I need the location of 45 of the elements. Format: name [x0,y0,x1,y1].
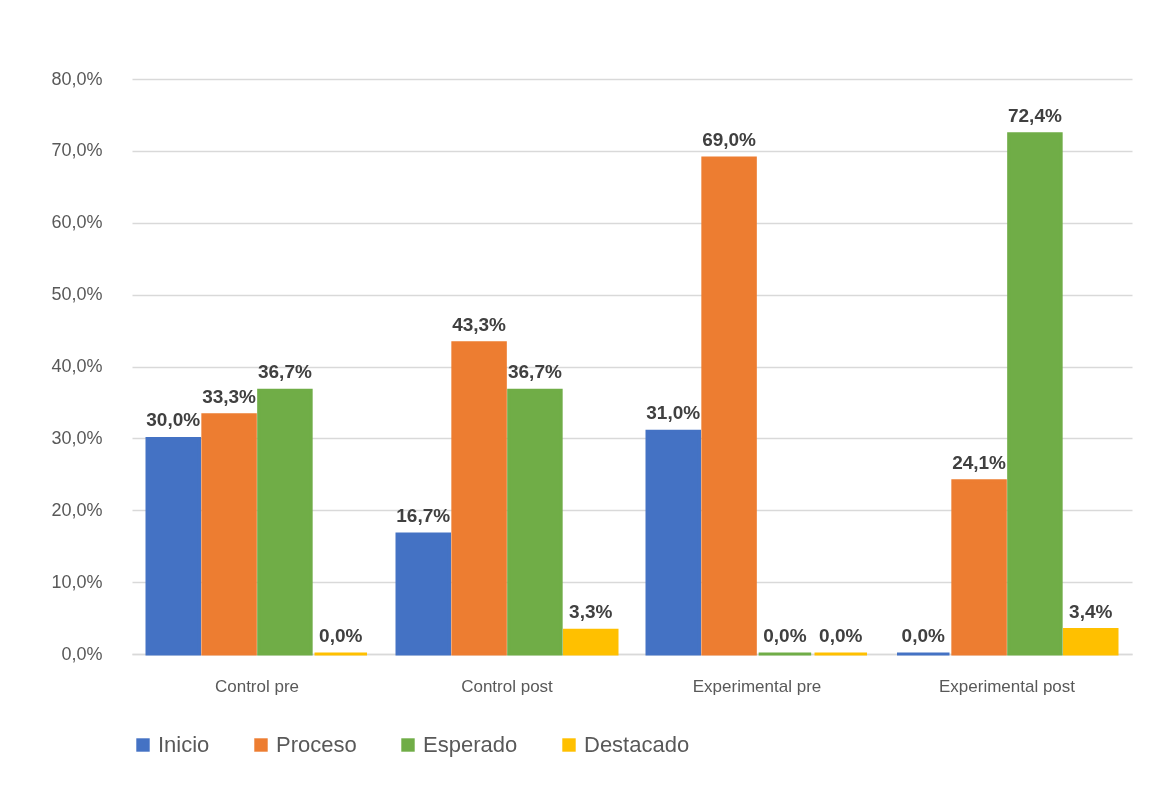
x-tick-label: Experimental pre [692,676,822,696]
data-label: 0,0% [319,625,363,646]
legend-label: Esperado [423,732,518,757]
x-tick-label: Experimental post [938,676,1076,696]
bar [395,532,451,656]
x-tick-label: Control post [461,676,554,696]
bar [451,341,507,656]
legend-label: Destacado [584,732,690,757]
data-label: 33,3% [202,385,257,407]
y-tick-label: 40,0% [51,356,103,376]
legend-label: Inicio [158,732,210,757]
legend-label: Proceso [276,732,357,757]
data-label: 36,7% [507,361,562,383]
bar [201,413,257,656]
y-tick-label: 70,0% [51,140,103,161]
y-tick-label: 0,0% [61,643,103,664]
bar [645,429,701,656]
data-label: 0,0% [763,625,807,646]
bar [145,436,201,656]
data-label: 30,0% [146,409,201,431]
data-label: 24,1% [952,451,1007,473]
data-label: 16,7% [396,504,451,526]
data-label: 31,0% [646,402,701,424]
y-tick-label: 60,0% [51,212,103,233]
bar [563,628,619,656]
data-label: 0,0% [819,625,863,646]
y-tick-label: 10,0% [51,571,103,592]
y-tick-label: 20,0% [51,499,103,520]
bar [1063,628,1119,656]
data-label: 3,4% [1069,600,1113,622]
bar [1007,132,1063,656]
data-label: 72,4% [1007,104,1062,126]
bar [257,388,313,656]
data-label: 36,7% [257,361,312,383]
bar [701,156,757,656]
data-label: 0,0% [901,625,945,646]
data-label: 69,0% [702,129,757,151]
y-tick-label: 30,0% [51,427,103,448]
y-tick-label: 80,0% [51,68,103,89]
data-label: 43,3% [452,313,507,335]
x-tick-label: Control pre [214,676,300,696]
bar [507,388,563,656]
bar [951,479,1007,656]
y-tick-label: 50,0% [51,284,103,305]
data-label: 3,3% [569,601,613,623]
